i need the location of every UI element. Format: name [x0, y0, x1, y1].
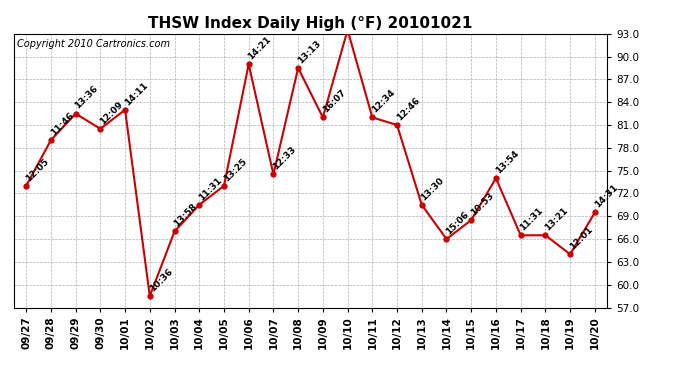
- Text: 15:06: 15:06: [444, 210, 471, 236]
- Text: 12:33: 12:33: [271, 145, 298, 172]
- Text: Copyright 2010 Cartronics.com: Copyright 2010 Cartronics.com: [17, 39, 170, 49]
- Text: 13:21: 13:21: [543, 206, 570, 232]
- Text: 10:53: 10:53: [469, 191, 495, 217]
- Text: 14:11: 14:11: [123, 80, 150, 107]
- Text: 11:31: 11:31: [197, 176, 224, 202]
- Text: 10:36: 10:36: [148, 267, 174, 293]
- Text: 13:36: 13:36: [73, 84, 100, 111]
- Text: 13:30: 13:30: [420, 176, 446, 202]
- Text: 12:09: 12:09: [98, 99, 125, 126]
- Text: 12:05: 12:05: [24, 156, 50, 183]
- Text: 16:07: 16:07: [321, 88, 347, 115]
- Text: 14:31: 14:31: [593, 183, 620, 210]
- Text: 11:46: 11:46: [49, 111, 75, 137]
- Text: 14:21: 14:21: [246, 35, 273, 62]
- Text: 12:34: 12:34: [370, 88, 397, 115]
- Text: 12:46: 12:46: [395, 96, 422, 122]
- Text: 13:13: 13:13: [296, 39, 322, 65]
- Title: THSW Index Daily High (°F) 20101021: THSW Index Daily High (°F) 20101021: [148, 16, 473, 31]
- Text: 12:01: 12:01: [568, 225, 594, 252]
- Text: 11:31: 11:31: [518, 206, 545, 232]
- Text: 13:54: 13:54: [494, 149, 520, 176]
- Text: 13:25: 13:25: [221, 156, 248, 183]
- Text: 13:58: 13:58: [172, 202, 199, 229]
- Text: 12:18: 12:18: [0, 374, 1, 375]
